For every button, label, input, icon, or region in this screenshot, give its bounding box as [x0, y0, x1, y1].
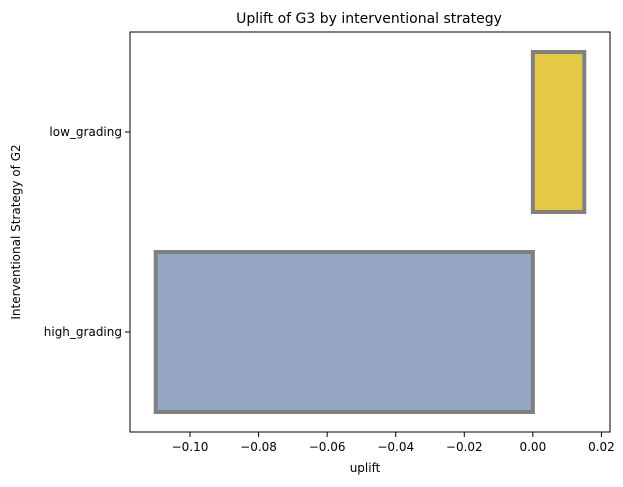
plot-area: low_grading high_grading −0.10 −0.08 −0.06 −0… [44, 31, 615, 454]
bar-low_grading [530, 50, 587, 214]
x-tick-label: −0.10 [172, 440, 209, 454]
x-axis-label: uplift [350, 461, 381, 475]
y-tick-label-low_grading: low_grading [49, 125, 122, 139]
x-tick-label: −0.02 [446, 440, 483, 454]
x-tick-label: −0.06 [309, 440, 346, 454]
x-tick-label: −0.04 [377, 440, 414, 454]
bar-high_grading [153, 250, 535, 414]
y-tick-label-high_grading: high_grading [44, 325, 122, 339]
chart-title: Uplift of G3 by interventional strategy [236, 11, 502, 27]
x-tick-label: −0.08 [240, 440, 277, 454]
y-axis-label: Interventional Strategy of G2 [9, 144, 23, 319]
x-tick-label: 0.00 [519, 440, 546, 454]
axes-frame [129, 31, 611, 433]
x-tick-label: 0.02 [588, 440, 615, 454]
